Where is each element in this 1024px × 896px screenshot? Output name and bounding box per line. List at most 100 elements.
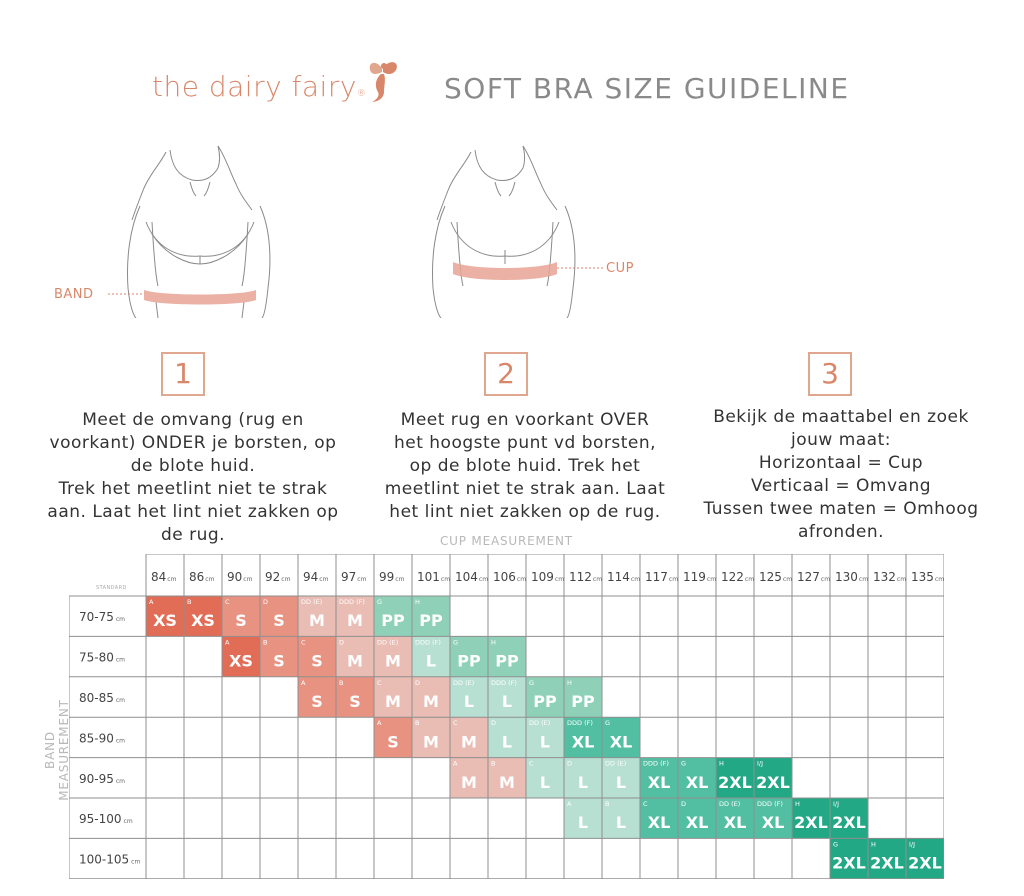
cup-letter: DD (E) (605, 760, 626, 768)
cup-letter: B (339, 679, 343, 687)
size-cell-fill (906, 838, 944, 879)
cup-letter: C (301, 638, 306, 646)
cup-letter: G (681, 760, 686, 768)
size-cell: G PP (526, 676, 564, 718)
size-label: M (423, 732, 439, 751)
cup-letter: DD (E) (301, 598, 322, 606)
cup-column-header: 94cm (303, 570, 329, 584)
size-label: PP (419, 611, 443, 630)
cup-column-header: 135cm (911, 570, 944, 584)
size-label: M (385, 652, 401, 671)
cup-column-header: 127cm (797, 570, 830, 584)
size-cell-fill (336, 596, 374, 637)
size-label: XL (724, 813, 747, 832)
size-cell: DL (488, 717, 526, 758)
size-label: S (273, 652, 285, 671)
size-cell-fill (450, 717, 488, 758)
size-cell-fill (374, 676, 412, 718)
page-title: SOFT BRA SIZE GUIDELINE (444, 72, 850, 105)
cup-label: CUP (606, 261, 634, 276)
size-label: M (423, 692, 439, 711)
size-cell-fill (830, 798, 868, 839)
size-cell-fill (298, 636, 336, 677)
step-2-line: meetlint niet te strak aan. Laat (384, 479, 666, 499)
size-cell-fill (260, 636, 298, 677)
cup-letter: H (567, 679, 572, 687)
size-cell-fill (450, 636, 488, 677)
step-1-line: voorkant) ONDER je borsten, op (49, 433, 337, 453)
size-cell: DDD (F) XL (640, 757, 678, 798)
size-cell: G 2XL (830, 838, 868, 879)
size-cell-fill (526, 676, 564, 718)
cup-letter: H (871, 840, 876, 848)
cup-column-header: 106cm (493, 570, 526, 584)
size-cell: BM (488, 757, 526, 798)
size-cell-fill (564, 717, 602, 758)
cup-letter: G (377, 598, 382, 606)
size-cell-fill (678, 757, 716, 798)
size-cell: BS (336, 676, 374, 718)
size-label: S (349, 692, 361, 711)
size-cell: CS (298, 636, 336, 677)
cup-measurement-illustration (432, 145, 603, 318)
step-1-line: de blote huid. (130, 456, 256, 476)
cup-letter: A (377, 719, 382, 727)
size-cell-fill (412, 636, 450, 677)
size-cell: H PP (488, 636, 526, 677)
size-cell-fill (564, 798, 602, 839)
band-tape (144, 290, 256, 305)
size-cell-fill (450, 757, 488, 798)
size-cell: BM (412, 717, 450, 758)
size-cell-fill (754, 757, 792, 798)
size-cell: DL (564, 757, 602, 798)
size-cell: G PP (374, 596, 412, 637)
fairy-logo-icon (369, 62, 397, 102)
cup-letter: A (149, 598, 154, 606)
cup-letter: D (263, 598, 268, 606)
size-cell-fill (336, 676, 374, 718)
cup-letter: C (453, 719, 458, 727)
step-2-line: Meet rug en voorkant OVER (400, 410, 650, 430)
size-cell-fill (260, 596, 298, 637)
size-cell: GXL (678, 757, 716, 798)
size-cell: CM (374, 676, 412, 718)
cup-letter: C (225, 598, 230, 606)
size-cell: DDD (F) L (412, 636, 450, 677)
size-label: L (578, 773, 588, 792)
cup-letter: B (263, 638, 267, 646)
cup-letter: C (377, 679, 382, 687)
cup-letter: DDD (F) (491, 679, 517, 687)
step-2-line: op de blote huid. Trek het (409, 456, 641, 476)
cup-column-header: 125cm (759, 570, 792, 584)
size-cell: BS (260, 636, 298, 677)
cup-letter: DDD (F) (567, 719, 593, 727)
size-cell-fill (450, 676, 488, 718)
cup-letter: D (491, 719, 496, 727)
size-cell: DD (E) M (374, 636, 412, 677)
cup-letter: H (415, 598, 420, 606)
size-label: 2XL (832, 813, 866, 832)
cup-letter: G (453, 638, 458, 646)
band-label: BAND (54, 287, 94, 302)
size-label: XL (572, 732, 595, 751)
cup-column-header: 104cm (455, 570, 488, 584)
band-row-header: 85-90 cm (79, 731, 125, 745)
cup-letter: A (225, 638, 230, 646)
cup-letter: A (567, 800, 572, 808)
brand-logo-text: the dairy fairy® (152, 70, 366, 103)
step-3-line: Tussen twee maten = Omhoog (703, 499, 979, 519)
cup-letter: B (605, 800, 609, 808)
size-label: PP (381, 611, 405, 630)
size-cell-fill (640, 757, 678, 798)
size-cell: BL (602, 798, 640, 839)
size-label: M (461, 732, 477, 751)
size-cell: DD (E) L (602, 757, 640, 798)
size-cell-fill (488, 676, 526, 718)
size-cell-fill (716, 798, 754, 839)
size-label: XS (191, 611, 215, 630)
size-cell: G PP (450, 636, 488, 677)
standard-label: STANDARD (96, 585, 127, 591)
step-3-line: Horizontaal = Cup (758, 453, 924, 473)
cup-letter: H (719, 760, 724, 768)
size-cell-fill (716, 757, 754, 798)
